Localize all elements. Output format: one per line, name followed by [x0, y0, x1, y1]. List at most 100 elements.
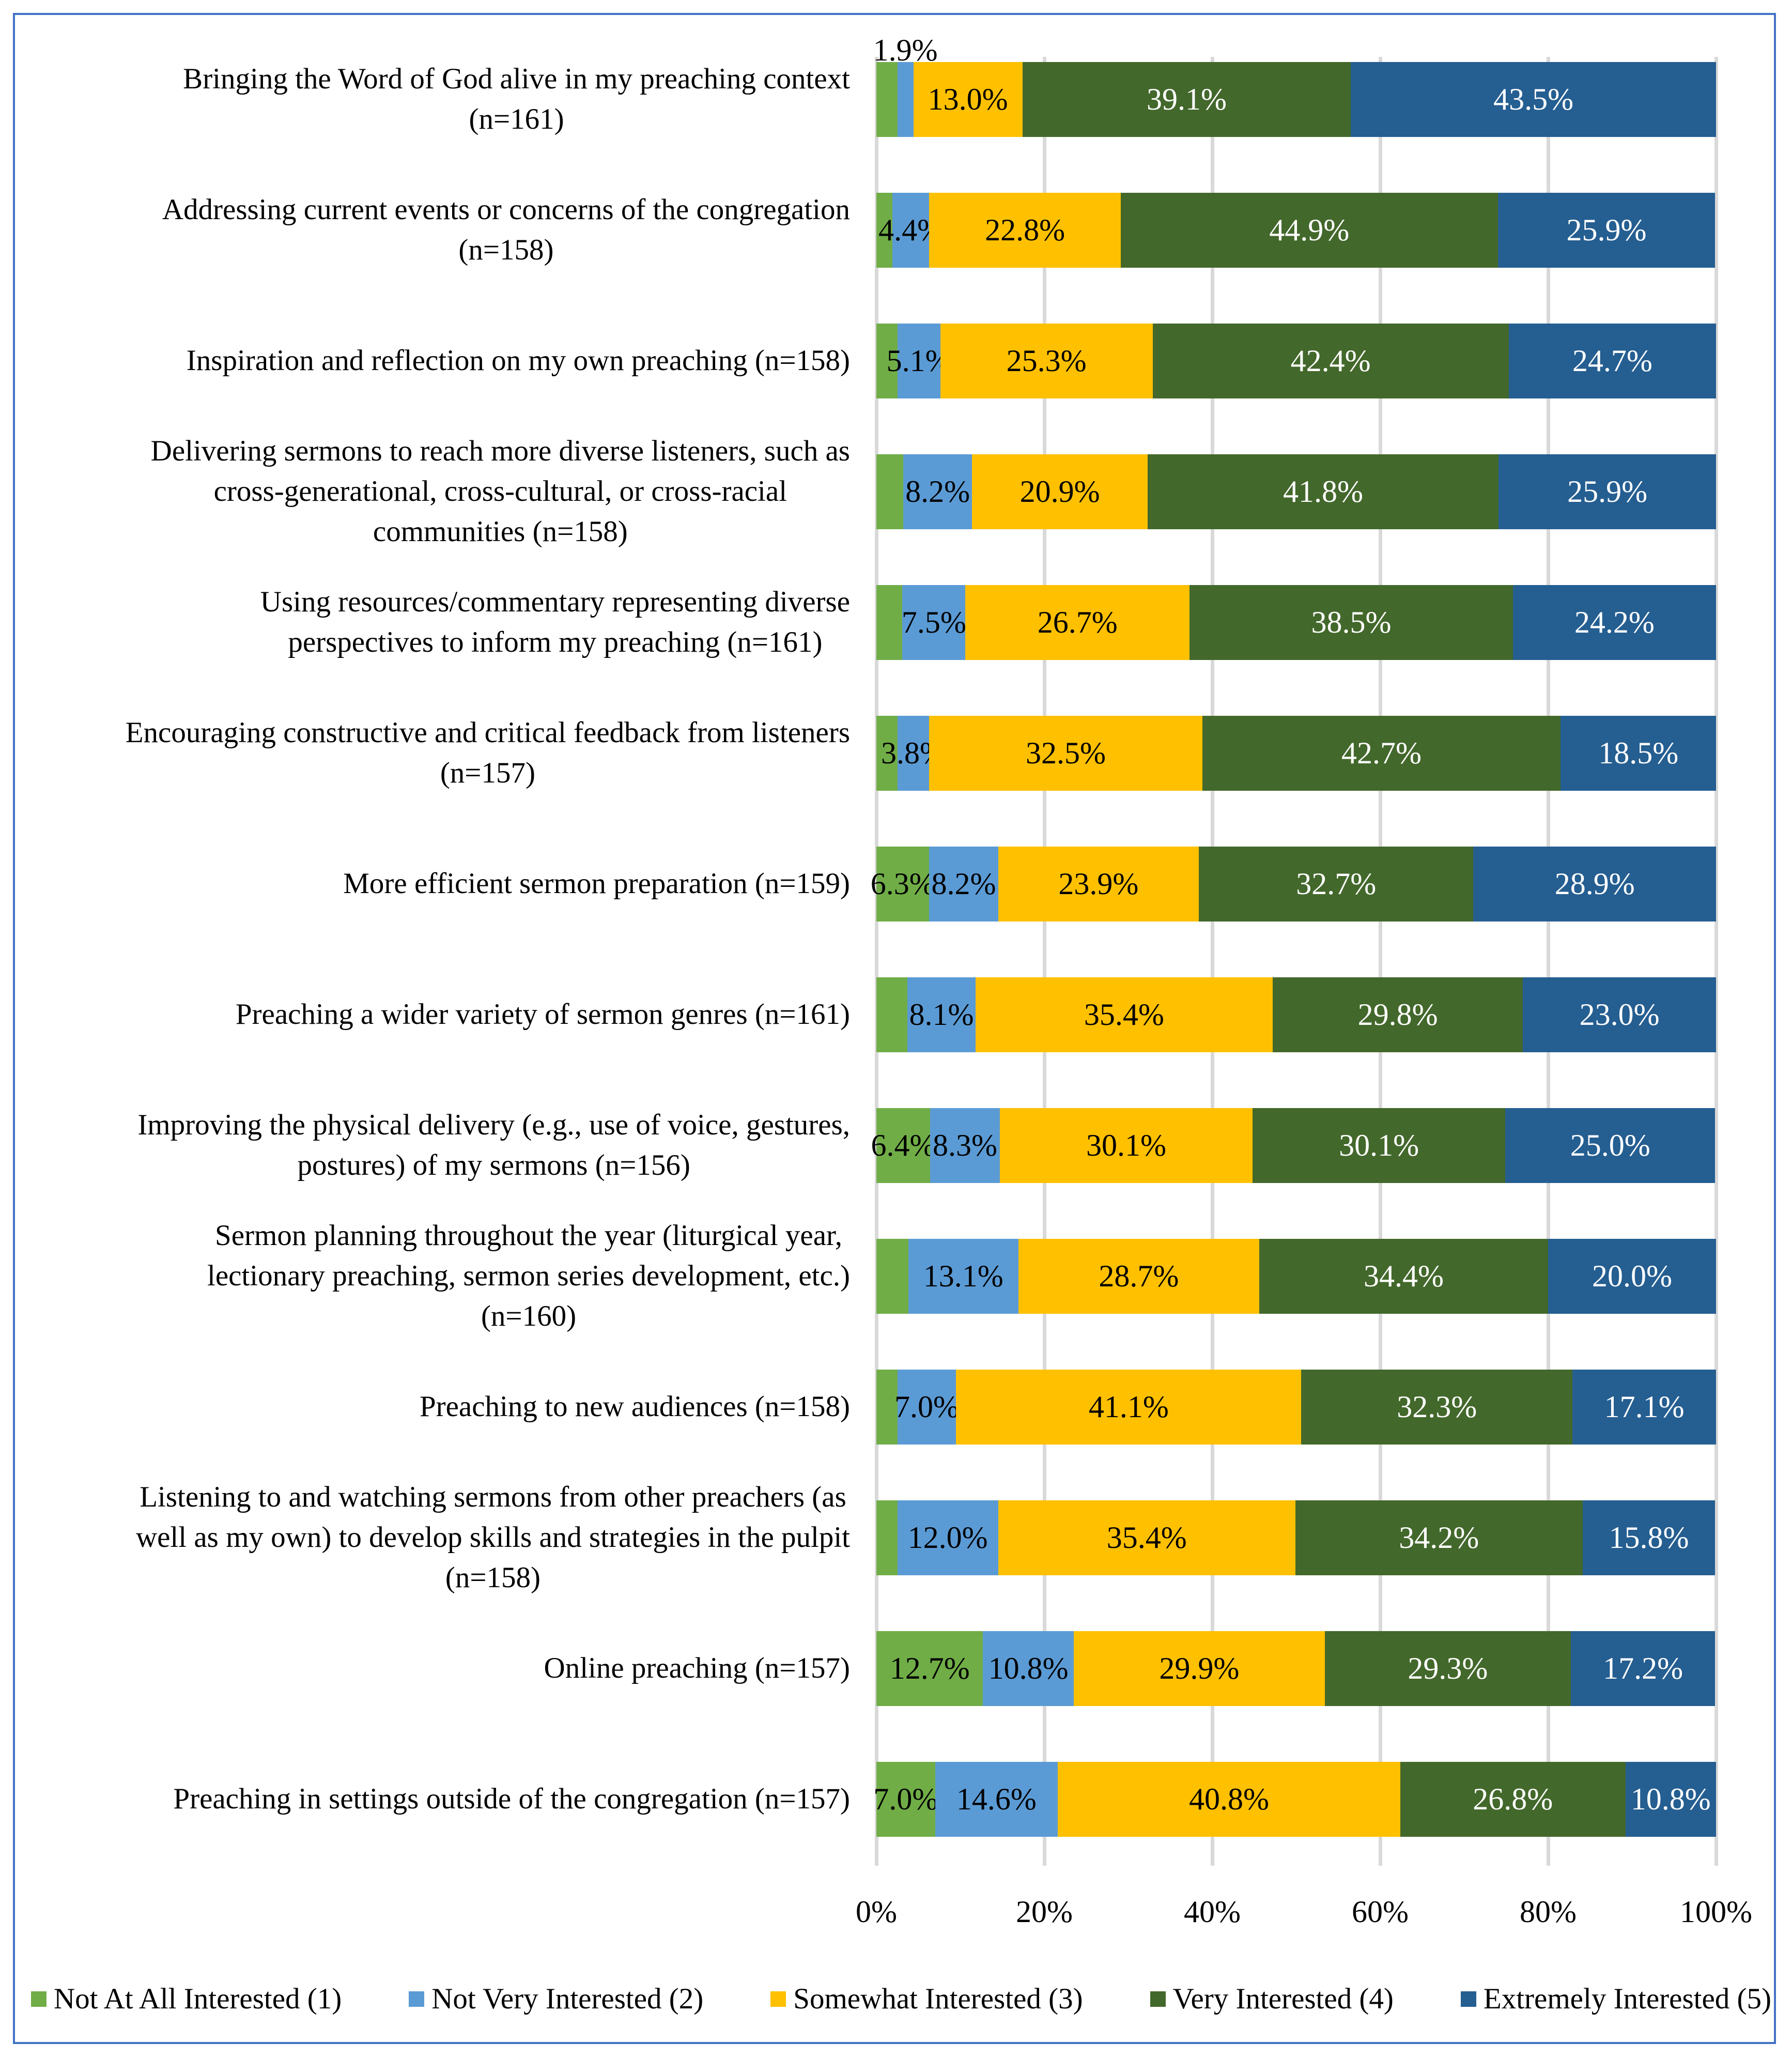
bar-segment: [998, 846, 1199, 922]
legend-label: Not At All Interested (1): [54, 1983, 342, 2015]
legend: Not At All Interested (1) Not Very Intere…: [31, 1982, 1771, 2016]
data-label: 44.9%: [1269, 212, 1350, 247]
legend-label: Not Very Interested (2): [431, 1983, 704, 2015]
category-label-text: Preaching a wider variety of sermon genr…: [235, 998, 850, 1031]
category-label-text: Using resources/commentary representing …: [260, 586, 850, 658]
bar-segment: [972, 454, 1148, 529]
data-label: 29.3%: [1408, 1651, 1488, 1685]
bar-segment: [1199, 846, 1474, 922]
data-label: 10.8%: [1630, 1781, 1711, 1816]
data-label: 42.4%: [1290, 343, 1371, 378]
gridline: [875, 57, 878, 1866]
category-label: Sermon planning throughout the year (lit…: [21, 1214, 850, 1338]
x-tick-label: 100%: [1680, 1895, 1752, 1929]
bar-segment: [876, 62, 898, 137]
bar-segment: [897, 62, 914, 137]
bar-segment: [897, 715, 930, 791]
data-label: 7.0%: [894, 1389, 959, 1424]
data-label: 32.7%: [1296, 866, 1377, 901]
data-label: 6.3%: [870, 866, 935, 901]
data-label: 32.3%: [1397, 1389, 1477, 1424]
data-label: 38.5%: [1311, 605, 1392, 639]
data-label: 8.1%: [909, 997, 974, 1032]
data-label: 23.0%: [1579, 997, 1660, 1032]
bar-segment: [1018, 1238, 1259, 1314]
bar-segment: [1523, 977, 1716, 1052]
category-label-text: Preaching to new audiences (n=158): [419, 1390, 850, 1423]
category-label: Online preaching (n=157): [21, 1606, 850, 1730]
legend-swatch: [770, 1991, 786, 2007]
bar-segment: [876, 1631, 983, 1706]
data-label: 42.7%: [1341, 735, 1422, 770]
data-label: 25.9%: [1567, 474, 1648, 509]
legend-item: Not At All Interested (1): [31, 1982, 342, 2016]
bar-segment: [907, 977, 976, 1052]
data-label: 41.1%: [1088, 1389, 1169, 1424]
bar-segment: [903, 454, 972, 529]
bar-segment: [1301, 1369, 1573, 1445]
bar-segment: [1147, 454, 1499, 529]
bar-segment: [902, 585, 966, 660]
bar-segment: [1473, 846, 1716, 922]
bar-segment: [876, 846, 930, 922]
data-label: 40.8%: [1189, 1781, 1269, 1816]
data-label: 25.9%: [1566, 212, 1647, 247]
bar-segment: [897, 1369, 956, 1445]
bar-segment: [876, 1238, 908, 1314]
legend-item: Not Very Interested (2): [409, 1982, 703, 2016]
gridline: [1211, 57, 1214, 1866]
bar-segment: [897, 323, 940, 398]
legend-label: Extremely Interested (5): [1483, 1983, 1771, 2015]
legend-item: Somewhat Interested (3): [770, 1982, 1083, 2016]
bar-segment: [876, 454, 903, 529]
category-label: Addressing current events or concerns of…: [21, 168, 850, 292]
data-label: 23.9%: [1058, 866, 1139, 901]
legend-swatch: [1460, 1991, 1476, 2007]
data-label: 18.5%: [1598, 735, 1679, 770]
bar-segment: [876, 1500, 898, 1575]
category-label: Delivering sermons to reach more diverse…: [21, 429, 850, 554]
data-label: 34.2%: [1399, 1520, 1479, 1555]
bar-segment: [999, 1108, 1253, 1183]
category-label-text: Addressing current events or concerns of…: [162, 193, 850, 266]
bar-segment: [876, 192, 892, 268]
data-label: 17.1%: [1604, 1389, 1685, 1424]
data-label: 32.5%: [1025, 735, 1106, 770]
bar-segment: [1259, 1238, 1548, 1314]
bar-segment: [1497, 192, 1716, 268]
bar-segment: [1351, 62, 1716, 137]
category-label-text: Inspiration and reflection on my own pre…: [186, 344, 850, 377]
bar-segment: [1152, 323, 1509, 398]
bar-segment: [1273, 977, 1523, 1052]
category-label-text: Online preaching (n=157): [544, 1652, 850, 1684]
data-label: 7.0%: [873, 1781, 938, 1816]
bar-segment: [876, 715, 898, 791]
data-label: 13.1%: [923, 1258, 1003, 1293]
x-tick-label: 40%: [1184, 1895, 1241, 1929]
bar-segment: [930, 1108, 1000, 1183]
data-label: 29.9%: [1159, 1651, 1240, 1685]
gridline: [1043, 57, 1046, 1866]
category-label-text: Encouraging constructive and critical fe…: [125, 716, 850, 789]
legend-swatch: [1150, 1991, 1166, 2007]
data-label: 35.4%: [1106, 1520, 1187, 1555]
bar-segment: [975, 977, 1273, 1052]
data-label: 20.0%: [1592, 1258, 1672, 1293]
gridline: [1379, 57, 1382, 1866]
bar-segment: [1499, 454, 1716, 529]
bar-segment: [1202, 715, 1561, 791]
bar-segment: [956, 1369, 1302, 1445]
bar-segment: [940, 323, 1153, 398]
gridline: [1547, 57, 1550, 1866]
category-label: Using resources/commentary representing …: [21, 560, 850, 684]
data-label: 24.7%: [1572, 343, 1652, 378]
x-tick-label: 0%: [856, 1895, 897, 1929]
bar-segment: [929, 192, 1121, 268]
data-label: 25.0%: [1570, 1128, 1650, 1162]
bar-segment: [929, 846, 998, 922]
bar-segment: [1058, 1761, 1400, 1837]
bar-segment: [983, 1631, 1074, 1706]
bar-segment: [1400, 1761, 1626, 1837]
category-label: Preaching to new audiences (n=158): [21, 1345, 850, 1469]
bar-segment: [1505, 1108, 1716, 1183]
